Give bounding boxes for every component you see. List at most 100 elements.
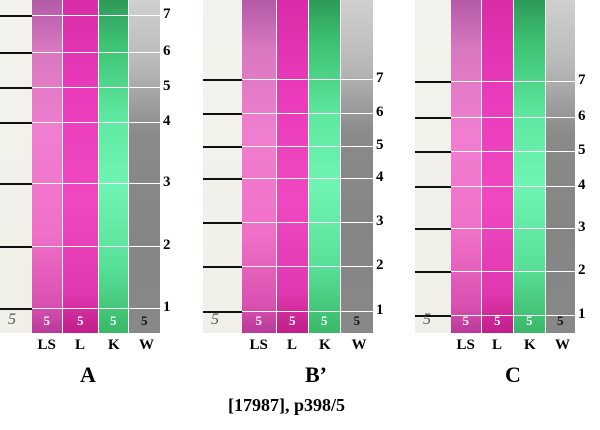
pencil-mark bbox=[415, 315, 451, 317]
lane-spot-label: 5 bbox=[557, 313, 564, 328]
paper-label: 5 bbox=[423, 311, 431, 328]
lane-label: K bbox=[524, 337, 536, 353]
pencil-mark bbox=[203, 222, 242, 224]
pencil-mark bbox=[203, 266, 242, 268]
pencil-mark bbox=[415, 151, 451, 153]
pencil-mark bbox=[415, 271, 451, 273]
band-line bbox=[242, 113, 378, 114]
lane-label: W bbox=[351, 337, 367, 353]
lane-l bbox=[277, 0, 308, 333]
paper-strip bbox=[0, 0, 32, 333]
lane-label: LS bbox=[456, 337, 475, 353]
band-line bbox=[242, 79, 378, 80]
band-line bbox=[451, 271, 580, 272]
paper-strip bbox=[415, 0, 451, 333]
lane-w bbox=[546, 0, 575, 333]
band-line bbox=[451, 315, 580, 316]
lane-label: L bbox=[75, 337, 86, 353]
band-line bbox=[32, 246, 167, 247]
pencil-mark bbox=[203, 178, 242, 180]
lane-label: W bbox=[555, 337, 570, 353]
pencil-mark bbox=[0, 52, 32, 54]
lane-ls bbox=[32, 0, 62, 333]
figure-caption: [17987], p398/5 bbox=[228, 395, 345, 415]
band-line bbox=[32, 52, 167, 53]
band-line bbox=[32, 183, 167, 184]
band-number: 1 bbox=[376, 302, 384, 318]
lane-k bbox=[514, 0, 545, 333]
band-number: 2 bbox=[163, 237, 171, 253]
pencil-mark bbox=[0, 308, 32, 310]
paper-label: 5 bbox=[8, 311, 16, 328]
panel-title: C bbox=[505, 362, 521, 387]
lane-spot-label: 5 bbox=[321, 313, 328, 328]
lane-w bbox=[129, 0, 160, 333]
lane-spot-label: 5 bbox=[494, 313, 501, 328]
band-line bbox=[32, 122, 167, 123]
pencil-mark bbox=[415, 117, 451, 119]
band-number: 3 bbox=[376, 213, 384, 229]
pencil-mark bbox=[415, 81, 451, 83]
band-number: 5 bbox=[163, 78, 171, 94]
paper-label: 5 bbox=[211, 311, 219, 328]
panel-title: A bbox=[80, 362, 96, 387]
lane-label: LS bbox=[37, 337, 56, 353]
band-line bbox=[32, 308, 167, 309]
lane-spot-label: 5 bbox=[141, 313, 148, 328]
pencil-mark bbox=[203, 146, 242, 148]
lane-l bbox=[63, 0, 98, 333]
band-number: 6 bbox=[376, 104, 384, 120]
lane-spot-label: 5 bbox=[255, 313, 263, 328]
lane-l bbox=[482, 0, 513, 333]
band-number: 4 bbox=[163, 113, 171, 129]
pencil-mark bbox=[0, 246, 32, 248]
lane-label: LS bbox=[249, 337, 268, 353]
lane-k bbox=[99, 0, 128, 333]
band-number: 4 bbox=[578, 177, 586, 193]
band-number: 6 bbox=[163, 43, 171, 59]
band-line bbox=[451, 186, 580, 187]
lane-spot-label: 5 bbox=[43, 313, 51, 328]
pencil-mark bbox=[0, 15, 32, 17]
pencil-mark bbox=[415, 186, 451, 188]
band-line bbox=[451, 81, 580, 82]
pencil-mark bbox=[415, 228, 451, 230]
pencil-mark bbox=[203, 311, 242, 313]
band-number: 7 bbox=[376, 70, 384, 86]
lane-w bbox=[341, 0, 373, 333]
lane-label: K bbox=[319, 337, 331, 353]
band-number: 5 bbox=[578, 142, 586, 158]
lane-spot-label: 5 bbox=[462, 313, 470, 328]
lane-spot-label: 5 bbox=[353, 313, 361, 328]
band-line bbox=[451, 151, 580, 152]
band-line bbox=[242, 311, 378, 312]
band-number: 1 bbox=[578, 306, 586, 322]
band-number: 2 bbox=[376, 257, 384, 273]
lane-spot-label: 5 bbox=[526, 313, 533, 328]
pencil-mark bbox=[0, 87, 32, 89]
lane-label: L bbox=[287, 337, 298, 353]
band-number: 7 bbox=[578, 72, 586, 88]
band-line bbox=[242, 222, 378, 223]
lane-label: L bbox=[492, 337, 503, 353]
lane-spot-label: 5 bbox=[77, 313, 84, 328]
band-number: 7 bbox=[163, 6, 171, 22]
band-number: 3 bbox=[163, 174, 171, 190]
band-number: 4 bbox=[376, 169, 384, 185]
band-number: 6 bbox=[578, 108, 586, 124]
band-number: 2 bbox=[578, 262, 586, 278]
band-number: 3 bbox=[578, 219, 586, 235]
band-line bbox=[242, 146, 378, 147]
band-line bbox=[32, 15, 167, 16]
panel-title: B’ bbox=[305, 362, 327, 387]
lane-ls bbox=[242, 0, 276, 333]
band-number: 5 bbox=[376, 137, 384, 153]
pencil-mark bbox=[0, 183, 32, 185]
lane-ls bbox=[451, 0, 481, 333]
lane-spot-label: 5 bbox=[289, 313, 296, 328]
pencil-mark bbox=[203, 113, 242, 115]
band-line bbox=[242, 266, 378, 267]
lane-label: K bbox=[108, 337, 120, 353]
pencil-mark bbox=[203, 79, 242, 81]
